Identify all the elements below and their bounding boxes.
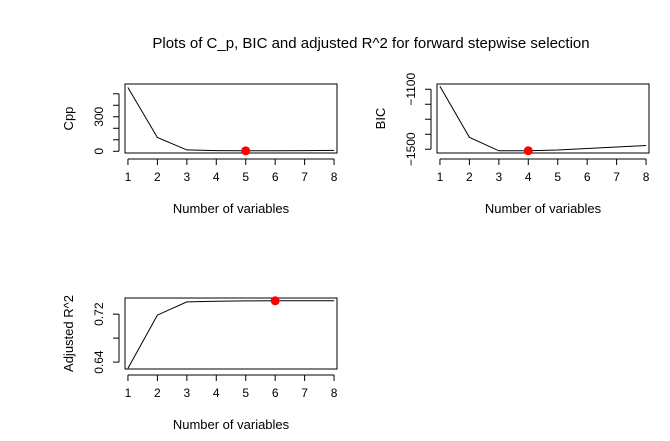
x-tick-label: 2 (466, 170, 473, 184)
y-axis-title: BIC (373, 108, 388, 130)
x-tick-label: 8 (331, 170, 338, 184)
y-tick-label: 300 (92, 106, 106, 126)
cp-panel: 1 2 3 4 5 6 7 8 0 300 Number of variables Cpp (61, 83, 338, 216)
x-tick-label: 8 (331, 386, 338, 400)
optimum-point (523, 146, 533, 156)
x-tick-label: 1 (437, 170, 444, 184)
series-line (127, 300, 335, 369)
x-tick-label: 7 (301, 170, 308, 184)
x-axis-title: Number of variables (485, 201, 602, 216)
plot-frame (436, 83, 650, 154)
y-tick-label: 0.72 (92, 302, 106, 326)
x-tick-label: 1 (125, 170, 132, 184)
x-axis-title: Number of variables (173, 201, 290, 216)
y-tick-label: −1500 (404, 132, 418, 166)
x-tick-label: 6 (272, 386, 279, 400)
y-tick-label: 0.64 (92, 350, 106, 374)
adjusted-r2-panel: 1 2 3 4 5 6 7 8 0.64 0.72 Number of variables Adjus… (61, 295, 338, 432)
x-tick-label: 7 (613, 170, 620, 184)
x-tick-label: 5 (554, 170, 561, 184)
series-line (439, 86, 647, 152)
y-tick-label: 0 (92, 148, 106, 155)
x-tick-label: 3 (183, 386, 190, 400)
y-tick-label: −1100 (404, 73, 418, 106)
plot-frame (124, 297, 338, 370)
x-tick-label: 5 (242, 170, 249, 184)
x-tick-label: 4 (525, 170, 532, 184)
series-line (127, 87, 335, 152)
x-tick-label: 8 (643, 170, 650, 184)
x-tick-label: 2 (154, 170, 161, 184)
bic-panel: 1 2 3 4 5 6 7 8 −1500 −1100 Number of variables BIC (373, 73, 650, 216)
optimum-point (241, 146, 251, 156)
y-axis-title: Adjusted R^2 (61, 295, 76, 372)
x-tick-label: 3 (495, 170, 502, 184)
x-tick-label: 3 (183, 170, 190, 184)
x-axis-title: Number of variables (173, 417, 290, 432)
figure-title: Plots of C_p, BIC and adjusted R^2 for f… (152, 35, 589, 52)
x-tick-label: 7 (301, 386, 308, 400)
x-tick-label: 2 (154, 386, 161, 400)
x-tick-label: 6 (584, 170, 591, 184)
plot-frame (124, 83, 338, 154)
x-tick-label: 5 (242, 386, 249, 400)
x-tick-label: 1 (125, 386, 132, 400)
x-tick-label: 4 (213, 386, 220, 400)
optimum-point (270, 296, 280, 306)
x-tick-label: 4 (213, 170, 220, 184)
y-axis-title: Cpp (61, 107, 76, 131)
x-tick-label: 6 (272, 170, 279, 184)
